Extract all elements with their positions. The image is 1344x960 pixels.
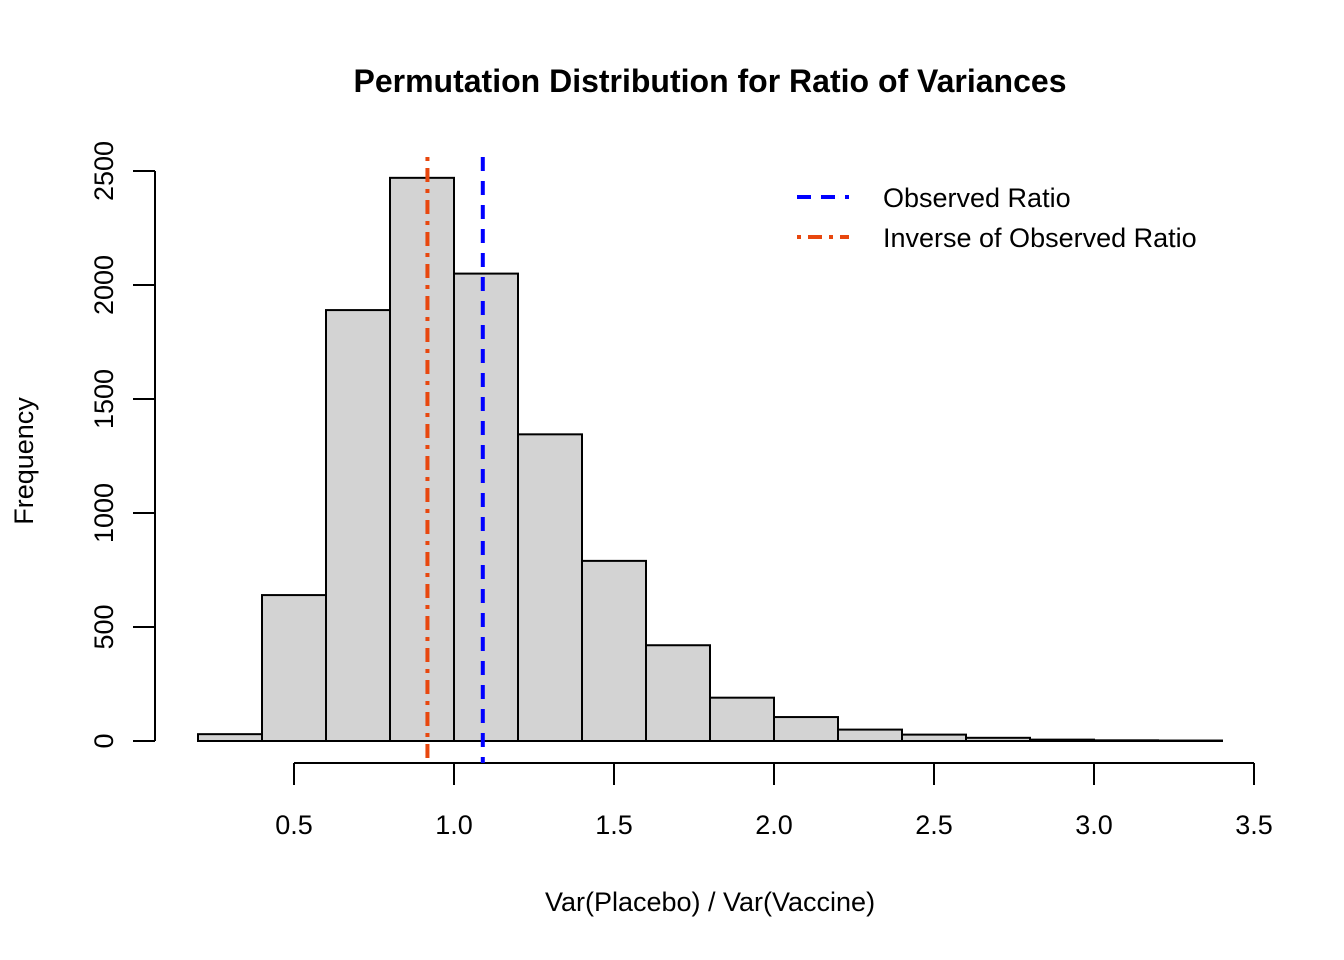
histogram-bar bbox=[453, 272, 519, 742]
y-tick-label: 2500 bbox=[89, 141, 119, 201]
histogram-bars bbox=[197, 176, 1223, 743]
reference-lines bbox=[425, 157, 485, 763]
y-tick-label: 1500 bbox=[89, 369, 119, 429]
x-tick-label: 2.5 bbox=[915, 810, 953, 840]
x-tick-label: 0.5 bbox=[275, 810, 313, 840]
histogram-bar bbox=[709, 696, 775, 742]
histogram-bar bbox=[197, 733, 263, 742]
histogram-bar bbox=[389, 176, 455, 742]
x-tick-label: 3.5 bbox=[1235, 810, 1273, 840]
histogram-bar bbox=[773, 716, 839, 742]
x-tick-label: 1.0 bbox=[435, 810, 473, 840]
histogram-bar bbox=[965, 736, 1031, 742]
x-tick-label: 1.5 bbox=[595, 810, 633, 840]
histogram-bar bbox=[325, 309, 391, 742]
histogram-bar bbox=[581, 559, 647, 742]
x-tick-label: 2.0 bbox=[755, 810, 793, 840]
y-axis: 0 500 1000 1500 2000 2500 bbox=[89, 141, 156, 749]
y-axis-label: Frequency bbox=[9, 397, 39, 525]
histogram-bar bbox=[517, 433, 583, 742]
x-axis-label: Var(Placebo) / Var(Vaccine) bbox=[545, 887, 875, 917]
y-tick-label: 0 bbox=[89, 733, 119, 748]
legend-label-inverse-observed-ratio: Inverse of Observed Ratio bbox=[883, 223, 1197, 253]
x-axis: 0.5 1.0 1.5 2.0 2.5 3.0 3.5 bbox=[275, 762, 1273, 840]
histogram-bar bbox=[1029, 738, 1095, 743]
chart-title: Permutation Distribution for Ratio of Va… bbox=[354, 63, 1067, 99]
y-tick-label: 2000 bbox=[89, 255, 119, 315]
histogram-bar bbox=[901, 733, 967, 743]
y-tick-label: 500 bbox=[89, 604, 119, 649]
legend-label-observed-ratio: Observed Ratio bbox=[883, 183, 1071, 213]
legend: Observed Ratio Inverse of Observed Ratio bbox=[797, 183, 1197, 253]
histogram-bar bbox=[1093, 739, 1159, 742]
y-tick-label: 1000 bbox=[89, 483, 119, 543]
histogram-bar bbox=[261, 594, 327, 743]
histogram-bar bbox=[645, 644, 711, 742]
histogram-bar bbox=[837, 728, 903, 742]
x-tick-label: 3.0 bbox=[1075, 810, 1113, 840]
